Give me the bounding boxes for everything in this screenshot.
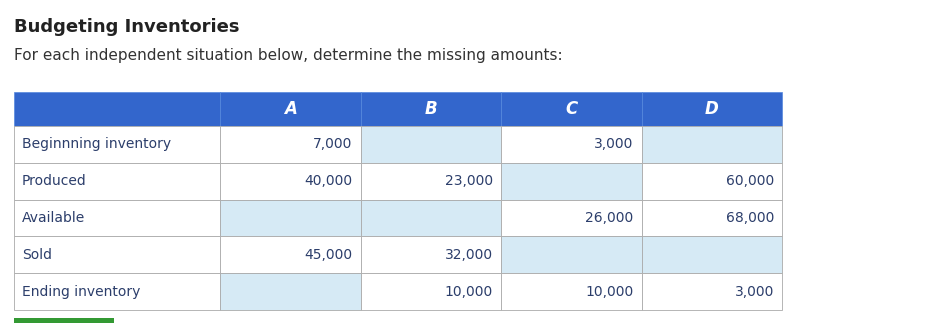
Bar <box>360 92 501 126</box>
Text: 3,000: 3,000 <box>735 284 774 299</box>
Text: 68,000: 68,000 <box>726 211 774 225</box>
Bar <box>14 92 220 126</box>
Text: 40,000: 40,000 <box>305 174 353 188</box>
Bar <box>220 92 360 126</box>
Bar <box>220 200 360 236</box>
Text: 3,000: 3,000 <box>594 137 634 151</box>
Text: 32,000: 32,000 <box>445 248 493 262</box>
Text: 23,000: 23,000 <box>445 174 493 188</box>
Bar <box>501 273 641 310</box>
Bar <box>14 200 220 236</box>
Text: Budgeting Inventories: Budgeting Inventories <box>14 18 239 36</box>
Bar <box>14 318 114 323</box>
Bar <box>360 126 501 163</box>
Bar <box>220 273 360 310</box>
Text: 60,000: 60,000 <box>726 174 774 188</box>
Bar <box>360 200 501 236</box>
Text: 10,000: 10,000 <box>445 284 493 299</box>
Text: 26,000: 26,000 <box>586 211 634 225</box>
Bar <box>501 163 641 200</box>
Bar <box>501 236 641 273</box>
Text: C: C <box>565 100 577 118</box>
Text: D: D <box>705 100 719 118</box>
Bar <box>360 163 501 200</box>
Text: Beginnning inventory: Beginnning inventory <box>22 137 171 151</box>
Bar <box>360 236 501 273</box>
Text: A: A <box>284 100 297 118</box>
Bar <box>501 200 641 236</box>
Text: 45,000: 45,000 <box>305 248 353 262</box>
Bar <box>641 163 782 200</box>
Bar <box>641 200 782 236</box>
Text: 10,000: 10,000 <box>586 284 634 299</box>
Bar <box>14 126 220 163</box>
Bar <box>14 273 220 310</box>
Bar <box>641 236 782 273</box>
Bar <box>641 92 782 126</box>
Text: For each independent situation below, determine the missing amounts:: For each independent situation below, de… <box>14 48 563 63</box>
Bar <box>360 273 501 310</box>
Bar <box>220 236 360 273</box>
Bar <box>641 126 782 163</box>
Bar <box>220 163 360 200</box>
Bar <box>641 273 782 310</box>
Bar <box>14 163 220 200</box>
Text: B: B <box>425 100 437 118</box>
Text: Produced: Produced <box>22 174 87 188</box>
Text: Sold: Sold <box>22 248 52 262</box>
Bar <box>14 236 220 273</box>
Text: Available: Available <box>22 211 85 225</box>
Bar <box>501 126 641 163</box>
Bar <box>220 126 360 163</box>
Text: 7,000: 7,000 <box>313 137 353 151</box>
Text: Ending inventory: Ending inventory <box>22 284 140 299</box>
Bar <box>501 92 641 126</box>
